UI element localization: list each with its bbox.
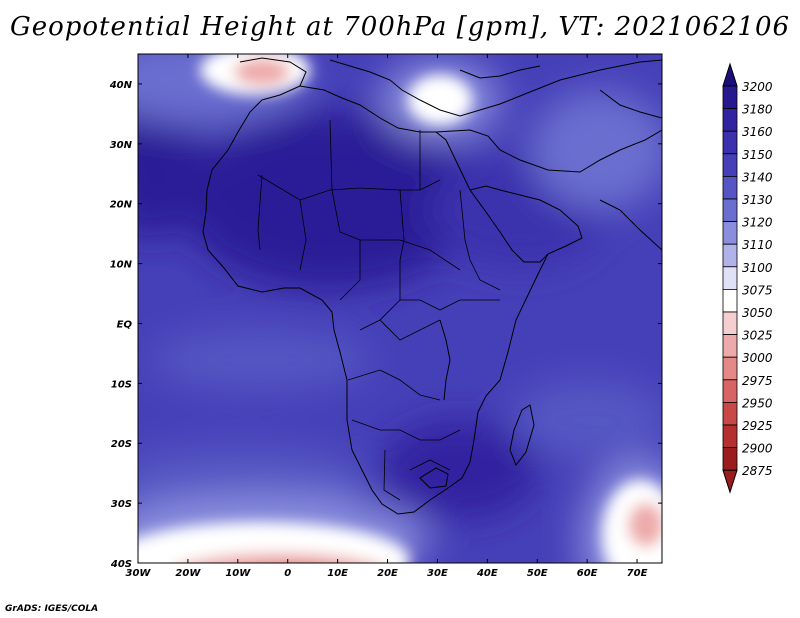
colorbar-swatch	[722, 401, 738, 426]
colorbar-label: 2950	[742, 396, 773, 410]
y-tick-label: 20N	[110, 200, 133, 211]
colorbar-max-arrow	[722, 62, 738, 87]
x-tick-label: 40E	[476, 568, 498, 579]
colorbar-label: 3000	[742, 351, 773, 365]
colorbar-swatch	[722, 447, 738, 471]
plot-frame	[137, 53, 663, 564]
colorbar-label: 3130	[742, 193, 773, 207]
colorbar-swatch	[722, 85, 738, 110]
y-tick-label: 10N	[110, 260, 133, 271]
colorbar-label: 3050	[742, 306, 773, 320]
map-title: Geopotential Height at 700hPa [gpm], VT:…	[9, 12, 791, 42]
height-field	[138, 54, 662, 563]
x-axis: 30W 20W 10W 0 10E 20E 30E 40E 50E 60E 70E	[126, 54, 648, 579]
colorbar-label: 3100	[742, 261, 773, 275]
coastlines	[202, 57, 662, 515]
x-tick-label: 30E	[427, 568, 448, 579]
y-axis: 40N 30N 20N 10N EQ 10S 20S 30S 40S	[109, 80, 662, 570]
colorbar-swatch	[722, 198, 738, 223]
colorbar-label: 3160	[742, 125, 773, 139]
colorbar-label: 2875	[742, 464, 773, 478]
colorbar-swatch	[722, 175, 738, 200]
colorbar-label: 3140	[742, 170, 773, 184]
x-tick-label: 30W	[126, 568, 152, 579]
colorbar-swatch	[722, 153, 738, 177]
x-tick-label: 50E	[527, 568, 548, 579]
country-borders	[257, 119, 501, 501]
colorbar: 3200 3180 3160 3150 3140 3130 3120 3110 3100 3075…	[722, 62, 773, 494]
x-tick-label: 70E	[627, 568, 648, 579]
colorbar-swatch	[722, 221, 738, 245]
colorbar-swatch	[722, 130, 738, 155]
colorbar-label: 2925	[742, 419, 773, 433]
y-tick-label: 40N	[109, 80, 133, 91]
y-tick-label: 30N	[110, 140, 133, 151]
colorbar-swatch	[722, 424, 738, 449]
x-tick-label: 0	[284, 568, 291, 579]
colorbar-label: 3150	[742, 148, 773, 162]
y-tick-label: 40S	[110, 559, 132, 570]
y-tick-label: 20S	[111, 439, 132, 450]
x-tick-label: 10W	[225, 568, 251, 579]
colorbar-label: 3110	[742, 238, 773, 252]
colorbar-swatch	[722, 288, 738, 313]
x-tick-label: 20W	[175, 568, 201, 579]
y-tick-label: 30S	[111, 499, 132, 510]
y-tick-label: EQ	[117, 319, 133, 330]
colorbar-label: 3200	[742, 80, 773, 94]
colorbar-label: 3120	[742, 216, 773, 230]
colorbar-swatch	[722, 379, 738, 403]
x-tick-label: 60E	[577, 568, 598, 579]
colorbar-label: 2900	[742, 442, 773, 456]
credit-text: GrADS: IGES/COLA	[5, 604, 99, 614]
colorbar-label: 3025	[742, 329, 773, 343]
colorbar-label: 3075	[742, 283, 773, 297]
colorbar-swatch	[722, 243, 738, 268]
y-tick-label: 10S	[111, 379, 132, 390]
colorbar-label: 2975	[742, 374, 773, 388]
colorbar-min-arrow	[722, 469, 738, 494]
colorbar-swatch	[722, 108, 738, 132]
colorbar-swatch	[722, 356, 738, 381]
x-tick-label: 10E	[327, 568, 348, 579]
colorbar-label: 3180	[742, 103, 773, 117]
colorbar-swatch	[722, 311, 738, 336]
colorbar-swatch	[722, 334, 738, 358]
colorbar-swatch	[722, 266, 738, 290]
x-tick-label: 20E	[377, 568, 398, 579]
